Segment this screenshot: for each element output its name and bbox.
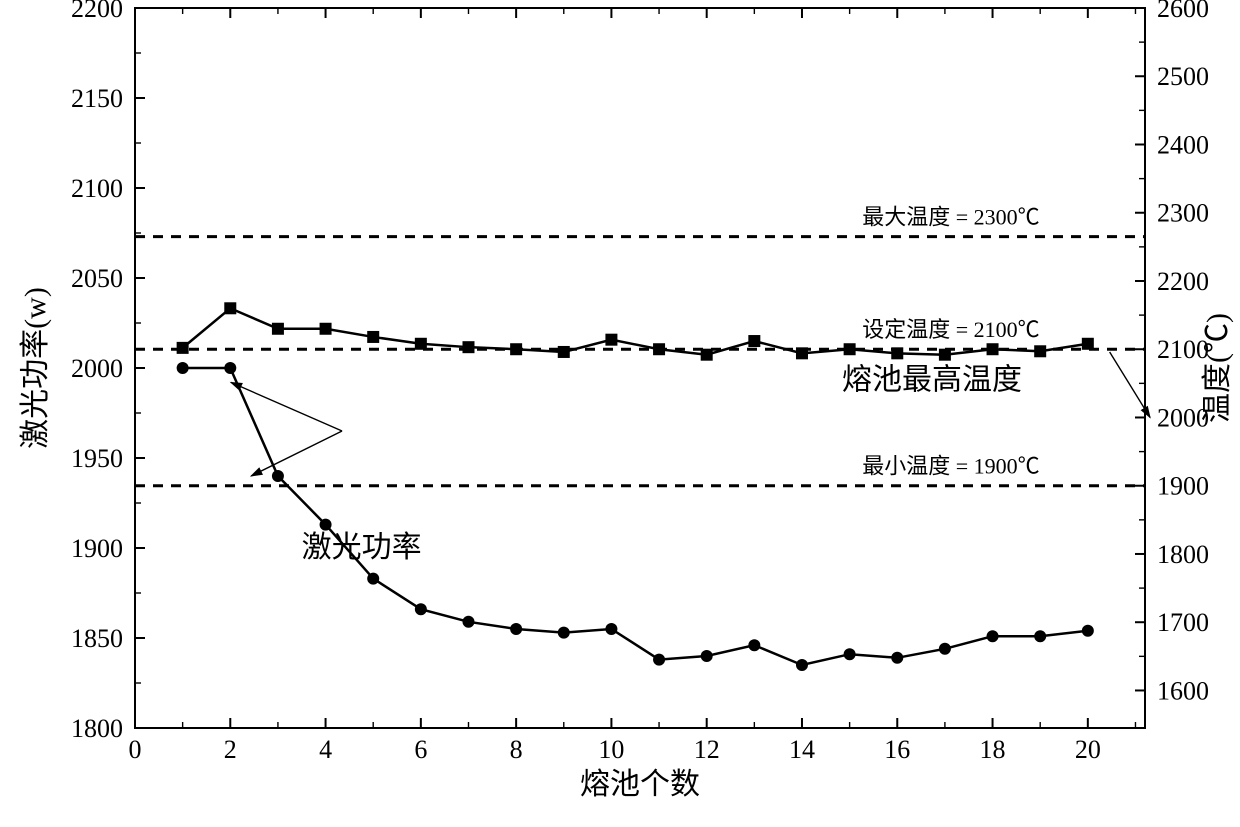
data-point-square [1034, 345, 1046, 357]
x-tick-label: 4 [319, 735, 332, 764]
y-left-axis-title: 激光功率(w) [19, 287, 52, 449]
reference-line-label: 最小温度 = 1900℃ [862, 454, 1039, 479]
y-left-tick-label: 1850 [71, 624, 123, 653]
y-right-tick-label: 1600 [1157, 676, 1209, 705]
data-point-square [272, 323, 284, 335]
data-point-square [748, 335, 760, 347]
data-point-circle [558, 627, 570, 639]
data-point-square [320, 323, 332, 335]
data-point-square [224, 302, 236, 314]
data-point-circle [177, 362, 189, 374]
data-point-circle [701, 650, 713, 662]
x-tick-label: 2 [224, 735, 237, 764]
data-point-square [939, 349, 951, 361]
y-left-tick-label: 2100 [71, 174, 123, 203]
data-point-circle [462, 616, 474, 628]
dual-axis-line-chart: 0 2 4 6 8 10 12 14 16 18 20 熔池个数 1800 1850 1900 1950 200… [0, 0, 1240, 827]
data-point-square [844, 343, 856, 355]
annotation-arrow [1110, 352, 1150, 418]
data-point-square [510, 343, 522, 355]
data-point-circle [320, 519, 332, 531]
data-point-circle [987, 630, 999, 642]
data-point-square [1082, 338, 1094, 350]
y-left-tick-label: 1800 [71, 714, 123, 743]
y-left-tick-label: 2000 [71, 354, 123, 383]
data-point-square [177, 342, 189, 354]
x-tick-label: 0 [129, 735, 142, 764]
x-tick-label: 12 [694, 735, 720, 764]
data-point-circle [510, 623, 522, 635]
y-right-tick-label: 2300 [1157, 199, 1209, 228]
data-point-square [796, 347, 808, 359]
data-point-circle [891, 652, 903, 664]
series-label: 激光功率 [302, 531, 422, 564]
data-point-square [367, 331, 379, 343]
y-left-tick-label: 2050 [71, 264, 123, 293]
data-point-circle [415, 603, 427, 615]
data-point-circle [1034, 630, 1046, 642]
reference-line-label: 最大温度 = 2300℃ [862, 205, 1039, 230]
data-point-circle [844, 648, 856, 660]
y-right-axis-title: 温度(℃) [1201, 313, 1234, 423]
y-left-tick-label: 1900 [71, 534, 123, 563]
data-point-circle [748, 639, 760, 651]
data-point-circle [272, 470, 284, 482]
data-point-circle [605, 623, 617, 635]
y-right-tick-label: 2500 [1157, 62, 1209, 91]
data-point-circle [653, 654, 665, 666]
data-point-circle [1082, 625, 1094, 637]
y-right-tick-label: 1800 [1157, 540, 1209, 569]
y-left-tick-label: 2200 [71, 0, 123, 23]
data-point-square [653, 343, 665, 355]
data-point-circle [224, 362, 236, 374]
reference-line-label: 设定温度 = 2100℃ [862, 317, 1039, 342]
y-right-tick-label: 1700 [1157, 608, 1209, 637]
annotation-arrow [251, 431, 342, 476]
data-point-square [987, 343, 999, 355]
x-tick-label: 20 [1075, 735, 1101, 764]
y-right-tick-label: 2400 [1157, 130, 1209, 159]
y-left-tick-label: 2150 [71, 84, 123, 113]
data-point-square [558, 346, 570, 358]
data-point-square [891, 347, 903, 359]
data-point-circle [367, 573, 379, 585]
y-right-tick-label: 1900 [1157, 472, 1209, 501]
x-tick-label: 16 [884, 735, 910, 764]
y-left-tick-label: 1950 [71, 444, 123, 473]
x-tick-label: 10 [598, 735, 624, 764]
data-point-square [605, 334, 617, 346]
x-tick-label: 18 [980, 735, 1006, 764]
data-point-circle [796, 659, 808, 671]
x-axis-title: 熔池个数 [580, 768, 700, 801]
data-point-circle [939, 643, 951, 655]
data-point-square [701, 349, 713, 361]
data-point-square [415, 338, 427, 350]
series-line [183, 368, 1088, 665]
x-tick-label: 6 [414, 735, 427, 764]
x-tick-label: 8 [510, 735, 523, 764]
chart-container: { "chart": { "type": "line", "width": 12… [0, 0, 1240, 827]
x-tick-label: 14 [789, 735, 815, 764]
data-point-square [462, 341, 474, 353]
y-right-tick-label: 2200 [1157, 267, 1209, 296]
y-right-tick-label: 2600 [1157, 0, 1209, 23]
series-label: 熔池最高温度 [842, 364, 1022, 397]
